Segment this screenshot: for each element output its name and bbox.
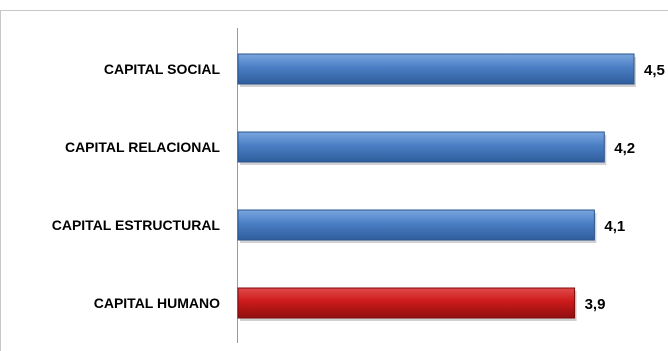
bars-layer: CAPITAL SOCIAL 4,5 CAPITAL RELACIONAL 4,2 CA… bbox=[52, 53, 665, 321]
category-label: CAPITAL ESTRUCTURAL bbox=[52, 217, 221, 233]
value-label: 4,1 bbox=[604, 218, 625, 235]
value-label: 4,5 bbox=[644, 62, 665, 79]
bar-capital-relacional bbox=[237, 131, 605, 163]
category-label: CAPITAL RELACIONAL bbox=[65, 139, 220, 155]
category-label: CAPITAL HUMANO bbox=[94, 295, 220, 311]
bar-capital-estructural bbox=[237, 209, 595, 241]
value-label: 3,9 bbox=[585, 296, 606, 313]
bar-capital-social bbox=[237, 53, 635, 85]
category-label: CAPITAL SOCIAL bbox=[104, 61, 221, 77]
plot-border bbox=[0, 10, 668, 351]
value-label: 4,2 bbox=[614, 140, 635, 157]
bar-capital-humano bbox=[237, 287, 576, 319]
